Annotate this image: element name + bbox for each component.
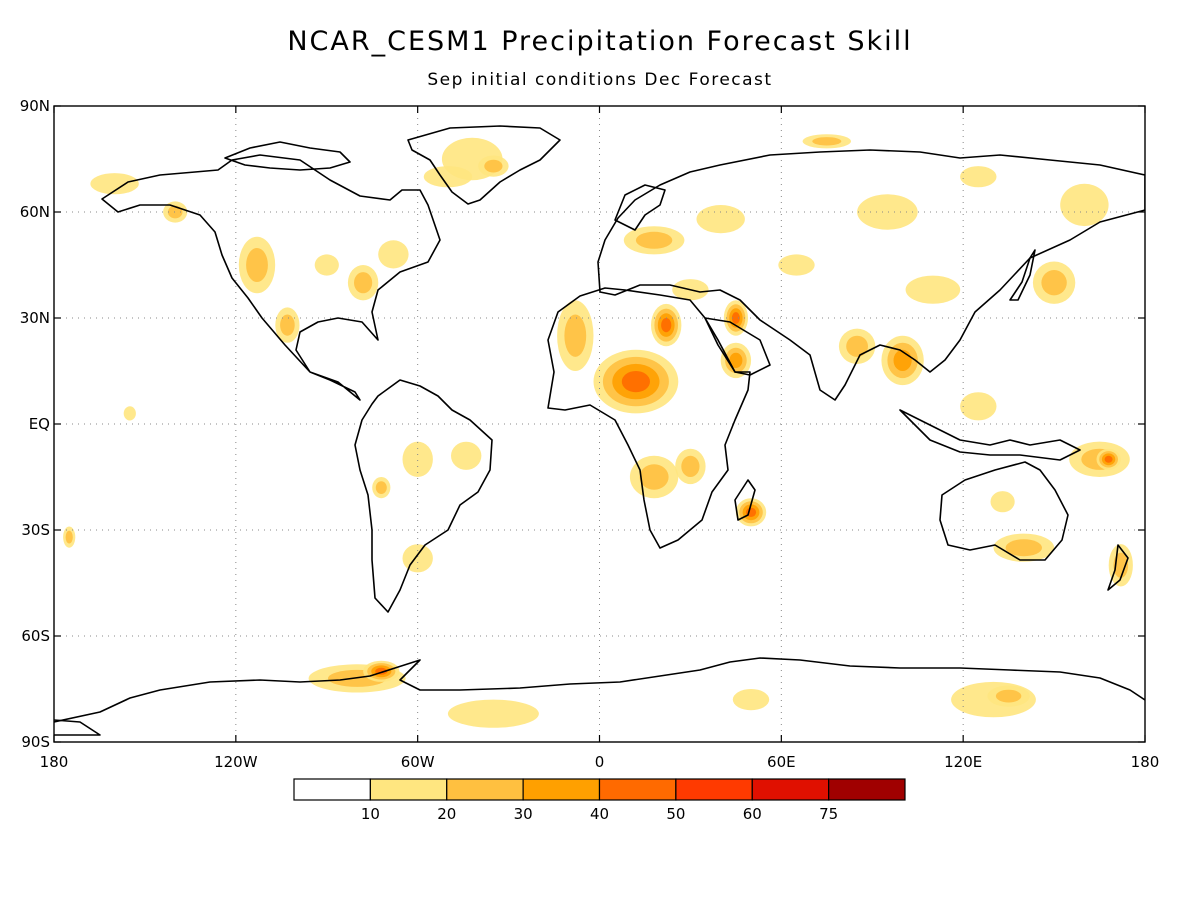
coastline-arabia xyxy=(704,317,771,376)
lat-label-EQ: EQ xyxy=(29,415,50,433)
skill-region-14-level-1 xyxy=(90,173,139,195)
lat-label-60S: 60S xyxy=(21,627,50,645)
skill-region-22-level-1 xyxy=(1060,183,1109,227)
skill-region-31-level-1 xyxy=(990,491,1015,513)
skill-region-7-level-2 xyxy=(639,464,669,490)
skill-region-19-level-1 xyxy=(696,205,745,234)
skill-region-32-level-2 xyxy=(1113,552,1129,578)
skill-region-26-level-2 xyxy=(846,335,868,357)
skill-region-27-level-1 xyxy=(960,392,997,421)
colorbar-label-10: 10 xyxy=(361,805,380,823)
coastline-new-zealand xyxy=(1107,544,1129,591)
colorbar-swatch-5 xyxy=(675,778,753,801)
colorbar-swatch-2 xyxy=(446,778,524,801)
coastline-scandinavia xyxy=(614,184,666,231)
grid-lines xyxy=(54,106,1145,742)
skill-region-1-level-4 xyxy=(621,371,651,393)
lon-label-120W: 120W xyxy=(214,753,258,771)
skill-region-13-level-1 xyxy=(314,254,339,276)
lon-label-180: 180 xyxy=(1131,753,1160,771)
chart-title: NCAR_CESM1 Precipitation Forecast Skill xyxy=(287,26,913,57)
skill-region-43-level-2 xyxy=(65,530,73,544)
coastline-eurasia-africa xyxy=(547,287,751,549)
skill-region-9-level-2 xyxy=(246,248,268,282)
coastline-japan xyxy=(1009,249,1036,301)
skill-region-34-level-1 xyxy=(451,441,482,470)
skill-region-35-level-2 xyxy=(375,481,387,494)
colorbar-label-50: 50 xyxy=(666,805,685,823)
skill-region-46-level-2 xyxy=(812,137,842,146)
colorbar-swatch-0 xyxy=(293,778,371,801)
colorbar-label-75: 75 xyxy=(819,805,838,823)
lat-label-90N: 90N xyxy=(20,97,50,115)
lon-label-0: 0 xyxy=(595,753,605,771)
coastlines xyxy=(54,125,1145,736)
lon-label-60W: 60W xyxy=(401,753,435,771)
skill-region-4-level-3 xyxy=(729,352,743,368)
colorbar-label-60: 60 xyxy=(743,805,762,823)
lat-label-90S: 90S xyxy=(21,733,50,751)
lon-label-60E: 60E xyxy=(767,753,796,771)
skill-region-45-level-1 xyxy=(423,166,473,188)
skill-region-2-level-4 xyxy=(661,318,672,333)
skill-region-44-level-1 xyxy=(123,406,136,421)
skill-region-33-level-1 xyxy=(402,441,433,477)
skill-region-6-level-2 xyxy=(564,314,587,357)
coastline-madagascar xyxy=(734,479,756,521)
skill-region-40-level-1 xyxy=(732,689,770,711)
skill-region-24-level-1 xyxy=(905,275,961,304)
coastline-north-america xyxy=(101,154,441,401)
coastline-greenland xyxy=(407,125,561,205)
coastline-south-america xyxy=(354,379,493,613)
skill-region-15-level-2 xyxy=(167,205,183,219)
skill-region-48-level-1 xyxy=(778,254,815,276)
colorbar-swatch-1 xyxy=(369,778,448,801)
lon-label-120E: 120E xyxy=(944,753,982,771)
skill-region-39-level-1 xyxy=(447,699,539,728)
skill-region-8-level-2 xyxy=(681,455,700,477)
colorbar-swatch-7 xyxy=(828,778,906,801)
skill-region-18-level-2 xyxy=(635,231,673,249)
skill-region-21-level-1 xyxy=(960,166,997,188)
colorbar-swatch-3 xyxy=(522,778,601,801)
skill-region-25-level-3 xyxy=(893,349,912,371)
skill-region-29-level-4 xyxy=(1104,455,1113,463)
skill-region-23-level-2 xyxy=(1041,270,1067,296)
skill-field xyxy=(63,134,1133,728)
colorbar-swatch-4 xyxy=(598,778,677,801)
coastline-antarctic-coast-left xyxy=(54,719,101,736)
colorbar-label-20: 20 xyxy=(437,805,456,823)
axes: 90N 60N 30N EQ 30S 60S 90S 180 120W 60W 0 60E 120E 18… xyxy=(20,97,1160,771)
chart-subtitle: Sep initial conditions Dec Forecast xyxy=(427,70,773,90)
skill-region-20-level-1 xyxy=(857,194,918,230)
skill-region-17-level-2 xyxy=(484,159,503,173)
coastline-eurasia xyxy=(597,149,1145,401)
coastline-arctic-islands xyxy=(224,141,351,171)
colorbar-swatch-6 xyxy=(751,778,830,801)
skill-region-42-level-2 xyxy=(995,689,1022,703)
lat-label-30N: 30N xyxy=(20,309,50,327)
coastline-indonesia xyxy=(899,409,1081,461)
lat-label-60N: 60N xyxy=(20,203,50,221)
skill-region-12-level-1 xyxy=(378,240,409,269)
lon-label-180: 180 xyxy=(40,753,69,771)
lat-label-30S: 30S xyxy=(21,521,50,539)
skill-region-3-level-4 xyxy=(731,312,740,324)
coastline-antarctica xyxy=(54,657,1145,723)
skill-region-10-level-2 xyxy=(280,314,295,336)
colorbar-label-40: 40 xyxy=(590,805,609,823)
skill-region-30-level-2 xyxy=(1005,539,1042,557)
skill-region-11-level-2 xyxy=(354,272,373,294)
colorbar: 10 20 30 40 50 60 75 xyxy=(293,778,906,823)
coastline-australia xyxy=(939,461,1069,561)
colorbar-label-30: 30 xyxy=(514,805,533,823)
